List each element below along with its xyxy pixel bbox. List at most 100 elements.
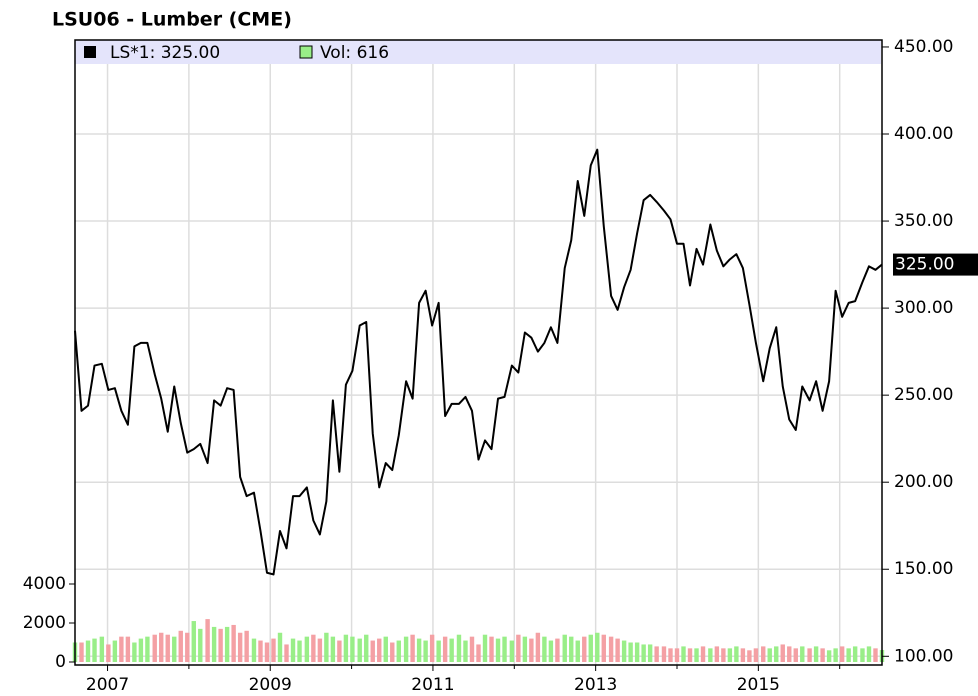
volume-bar	[330, 636, 336, 662]
volume-bar	[634, 642, 640, 662]
volume-bar	[708, 648, 713, 662]
price-line	[74, 148, 883, 576]
volume-bar	[826, 650, 832, 662]
legend-swatch	[84, 46, 96, 58]
volume-bar	[694, 648, 699, 662]
volume-bar	[615, 638, 620, 662]
volume-bar	[714, 646, 720, 662]
volume-bar	[740, 648, 746, 662]
x-tick-label: 2011	[411, 675, 454, 695]
legend-label: Vol: 616	[320, 43, 389, 63]
volume-bar	[820, 648, 825, 662]
volume-bar	[787, 646, 792, 662]
volume-bar	[529, 638, 534, 662]
volume-bar	[569, 636, 574, 662]
volume-bar	[727, 648, 733, 662]
legend-label: LS*1: 325.00	[110, 43, 220, 63]
volume-bar	[608, 636, 614, 662]
volume-bar	[429, 634, 435, 662]
volume-bar	[304, 636, 310, 662]
volume-bar	[165, 634, 170, 662]
volume-bar	[231, 624, 236, 662]
last-price-label: 325.00	[895, 255, 954, 275]
volume-bars	[72, 619, 885, 662]
x-tick-label: 2015	[737, 675, 780, 695]
volume-bar	[761, 646, 766, 662]
volume-bar	[555, 638, 560, 662]
volume-bar	[535, 632, 541, 662]
volume-bar	[747, 650, 752, 662]
volume-bar	[370, 640, 375, 662]
volume-bar	[562, 634, 567, 662]
volume-bar	[681, 646, 686, 662]
volume-bar	[99, 636, 105, 662]
volume-bar	[522, 636, 528, 662]
volume-bar	[284, 644, 289, 662]
volume-bar	[800, 646, 805, 662]
x-tick-label: 2009	[249, 675, 292, 695]
volume-bar	[482, 634, 488, 662]
volume-bar	[350, 636, 355, 662]
volume-bar	[516, 634, 521, 662]
volume-bar	[237, 632, 243, 662]
volume-bar	[218, 628, 223, 662]
volume-bar	[244, 630, 249, 662]
volume-bar	[641, 644, 646, 662]
chart-title: LSU06 - Lumber (CME)	[52, 9, 292, 31]
volume-bar	[258, 640, 263, 662]
volume-bar	[476, 644, 481, 662]
volume-bar	[753, 648, 759, 662]
volume-bar	[860, 648, 865, 662]
volume-bar	[442, 636, 448, 662]
volume-bar	[495, 638, 501, 662]
volume-bar	[628, 642, 633, 662]
volume-bar	[774, 646, 779, 662]
volume-bar	[383, 636, 388, 662]
y-tick-label: 200.00	[894, 472, 953, 492]
volume-bar	[502, 636, 507, 662]
volume-bar	[595, 632, 600, 662]
volume-bar	[317, 638, 323, 662]
volume-bar	[687, 648, 693, 662]
volume-bar	[721, 648, 726, 662]
volume-bar	[621, 640, 627, 662]
volume-bar	[324, 632, 329, 662]
volume-bar	[343, 634, 349, 662]
y-tick-label: 150.00	[894, 559, 953, 579]
volume-bar	[311, 634, 316, 662]
volume-bar	[548, 640, 554, 662]
legend-band	[75, 40, 881, 64]
volume-bar	[251, 638, 257, 662]
volume-bar	[734, 646, 739, 662]
volume-bar	[152, 634, 157, 662]
y-tick-label: 400.00	[894, 124, 953, 144]
volume-bar	[211, 626, 217, 662]
volume-bar	[873, 648, 878, 662]
volume-bar	[807, 648, 812, 662]
volume-bar	[416, 638, 422, 662]
volume-bar	[449, 638, 454, 662]
volume-bar	[191, 621, 196, 662]
volume-bar	[575, 640, 580, 662]
y2-tick-label: 0	[55, 652, 66, 672]
last-price-tag	[893, 253, 978, 276]
y-tick-label: 350.00	[894, 211, 953, 231]
volume-bar	[172, 636, 177, 662]
volume-bar	[132, 642, 137, 662]
volume-bar	[542, 636, 547, 662]
volume-bar	[463, 640, 468, 662]
volume-bar	[866, 646, 872, 662]
axes: 100.00 150.00 200.00 250.00 300.00 350.00 400.…	[23, 37, 978, 695]
volume-bar	[198, 628, 203, 662]
volume-bar	[767, 648, 772, 662]
y-tick-label: 100.00	[894, 646, 953, 666]
volume-bar	[410, 634, 415, 662]
volume-bar	[224, 626, 230, 662]
volume-bar	[145, 636, 150, 662]
volume-bar	[377, 638, 382, 662]
volume-bar	[112, 640, 118, 662]
volume-bar	[364, 634, 369, 662]
volume-bar	[674, 648, 680, 662]
